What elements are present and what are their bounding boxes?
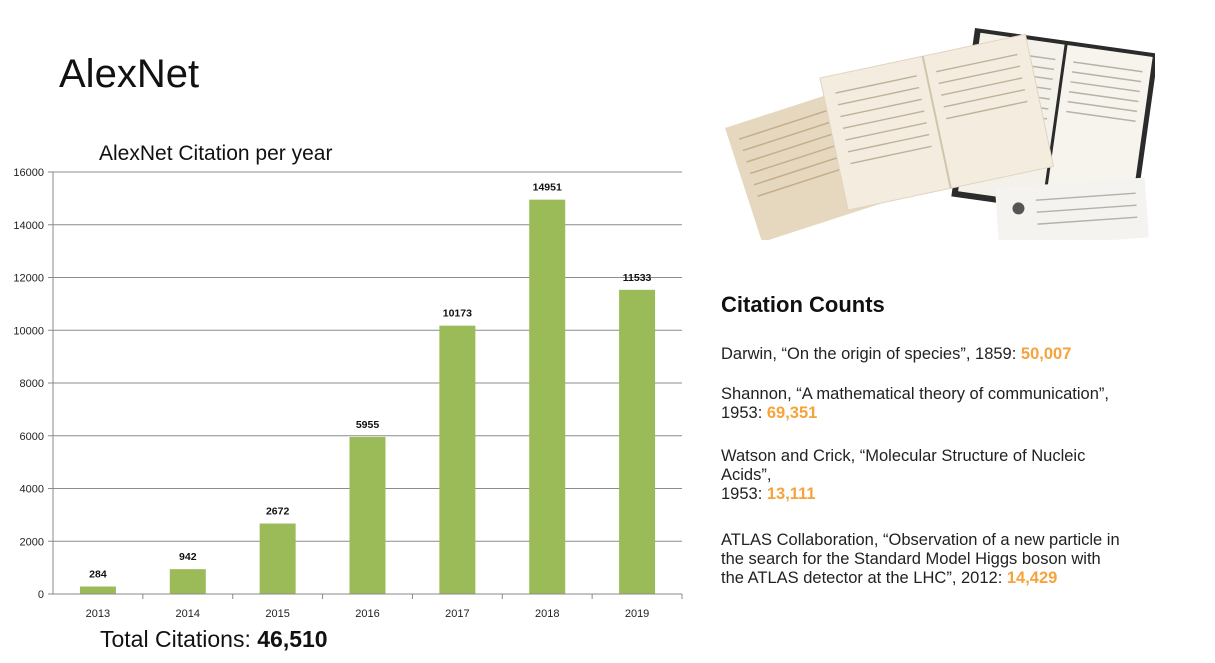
bar-value-label: 942 — [179, 551, 197, 563]
x-tick-label: 2015 — [265, 608, 289, 620]
y-tick-label: 10000 — [13, 325, 44, 337]
entry-count: 14,429 — [1006, 569, 1058, 587]
citation-entry-shannon: Shannon, “A mathematical theory of commu… — [721, 385, 1201, 423]
entry-text-line2: 1953: — [721, 404, 767, 422]
entry-count: 13,111 — [766, 485, 816, 503]
bar-2015 — [259, 523, 296, 594]
x-tick-label: 2017 — [445, 608, 469, 620]
y-axis-ticks: 0 2000 4000 6000 8000 10000 12000 14000 16000 — [13, 167, 53, 601]
y-tick-label: 16000 — [13, 167, 44, 179]
entry-text-line3: 1953: — [721, 485, 767, 503]
citation-bar-chart: 0 2000 4000 6000 8000 10000 12000 14000 16000 28… — [13, 167, 683, 620]
bar-value-label: 10173 — [443, 308, 472, 320]
y-tick-label: 6000 — [20, 431, 44, 443]
chart-title: AlexNet Citation per year — [99, 142, 333, 165]
y-tick-label: 14000 — [13, 220, 44, 232]
slide-title: AlexNet — [59, 52, 200, 96]
bar-value-label: 11533 — [623, 272, 652, 284]
bar-2018 — [529, 199, 566, 595]
entry-text-line2: the search for the Standard Model Higgs … — [721, 550, 1101, 568]
y-tick-label: 2000 — [20, 536, 44, 548]
entry-text: Shannon, “A mathematical theory of commu… — [721, 385, 1109, 403]
citation-entry-darwin: Darwin, “On the origin of species”, 1859… — [721, 345, 1201, 364]
x-tick-label: 2014 — [176, 608, 200, 620]
open-books-image — [725, 8, 1155, 240]
x-tick-label: 2019 — [625, 608, 649, 620]
x-tick-label: 2018 — [535, 608, 559, 620]
entry-text: Darwin, “On the origin of species”, 1859… — [721, 345, 1021, 363]
y-tick-label: 0 — [38, 589, 44, 601]
citation-entry-atlas: ATLAS Collaboration, “Observation of a n… — [721, 531, 1201, 588]
entry-text: Watson and Crick, “Molecular Structure o… — [721, 447, 1086, 465]
y-tick-label: 4000 — [20, 484, 44, 496]
chart-bars — [79, 199, 656, 595]
bar-2019 — [619, 289, 656, 594]
bar-value-labels: 284 942 2672 5955 10173 14951 11533 — [89, 182, 651, 581]
bar-2016 — [349, 436, 386, 594]
citation-counts-heading: Citation Counts — [721, 292, 885, 317]
entry-text-line2: Acids”, — [721, 466, 772, 484]
entry-count: 50,007 — [1020, 345, 1072, 363]
entry-text-line3: the ATLAS detector at the LHC”, 2012: — [721, 569, 1007, 587]
total-value: 46,510 — [257, 626, 328, 652]
bar-value-label: 14951 — [533, 182, 562, 194]
bar-value-label: 5955 — [356, 419, 380, 431]
y-tick-label: 8000 — [20, 378, 44, 390]
x-axis-ticks: 2013 2014 2015 2016 2017 2018 2019 — [86, 594, 683, 620]
entry-text: ATLAS Collaboration, “Observation of a n… — [721, 531, 1120, 549]
bar-value-label: 2672 — [266, 506, 290, 518]
x-tick-label: 2016 — [355, 608, 379, 620]
bar-value-label: 284 — [89, 569, 107, 581]
bar-2014 — [169, 569, 206, 594]
bar-2017 — [439, 325, 476, 594]
total-label: Total Citations: — [100, 626, 258, 652]
citation-entry-watson-crick: Watson and Crick, “Molecular Structure o… — [721, 447, 1201, 504]
x-tick-label: 2013 — [86, 608, 110, 620]
bar-2013 — [79, 586, 116, 594]
y-tick-label: 12000 — [13, 273, 44, 285]
entry-count: 69,351 — [766, 404, 818, 422]
total-citations: Total Citations: 46,510 — [100, 626, 328, 653]
